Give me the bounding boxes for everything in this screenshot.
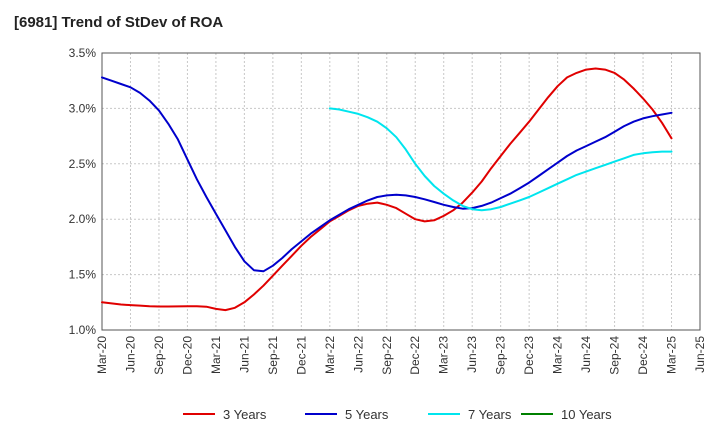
x-tick-label: Dec-21 [294, 336, 308, 375]
y-tick-label: 1.0% [69, 323, 97, 337]
x-tick-label: Mar-20 [95, 336, 109, 374]
x-tick-label: Sep-22 [380, 336, 394, 375]
x-tick-label: Dec-22 [408, 336, 422, 375]
x-tick-label: Sep-20 [152, 336, 166, 375]
x-tick-label: Mar-22 [323, 336, 337, 374]
x-tick-label: Jun-23 [465, 336, 479, 373]
legend-label: 10 Years [561, 407, 612, 422]
series-line-3-years [101, 67, 673, 312]
x-tick-label: Jun-20 [123, 336, 137, 373]
x-tick-label: Jun-21 [237, 336, 251, 373]
x-tick-label: Jun-24 [579, 336, 593, 373]
y-tick-label: 2.0% [69, 212, 97, 226]
x-tick-label: Dec-24 [636, 336, 650, 375]
x-tick-label: Mar-24 [551, 336, 565, 374]
y-tick-label: 3.5% [69, 46, 97, 60]
x-tick-label: Sep-24 [608, 336, 622, 375]
plot-frame [101, 52, 701, 331]
x-tick-label: Sep-23 [494, 336, 508, 375]
legend-label: 3 Years [223, 407, 267, 422]
x-tick-label: Mar-23 [437, 336, 451, 374]
y-tick-label: 3.0% [69, 101, 97, 115]
chart-title: [6981] Trend of StDev of ROA [14, 14, 224, 31]
legend-label: 5 Years [345, 407, 389, 422]
series-line-7-years [328, 107, 673, 212]
x-tick-label: Mar-25 [665, 336, 679, 374]
y-tick-label: 1.5% [69, 268, 97, 282]
y-tick-label: 2.5% [69, 157, 97, 171]
legend-label: 7 Years [468, 407, 512, 422]
x-tick-label: Dec-20 [180, 336, 194, 375]
x-tick-label: Dec-23 [522, 336, 536, 375]
x-tick-label: Jun-25 [693, 336, 707, 373]
x-tick-label: Sep-21 [266, 336, 280, 375]
x-tick-label: Mar-21 [209, 336, 223, 374]
x-tick-label: Jun-22 [351, 336, 365, 373]
series-line-5-years [101, 76, 673, 273]
